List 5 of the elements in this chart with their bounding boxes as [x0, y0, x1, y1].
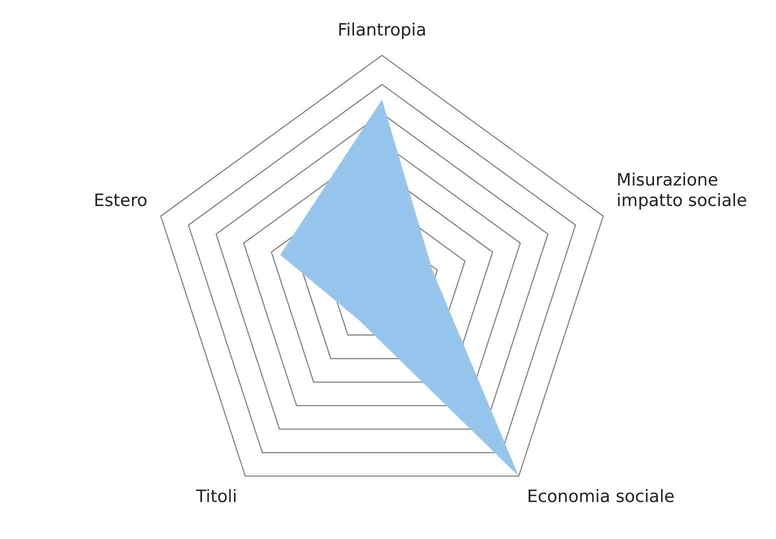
- spoke-label: Economia sociale: [526, 487, 675, 508]
- spoke-label: Filantropia: [338, 20, 426, 41]
- spoke-label: Estero: [94, 191, 148, 212]
- spoke-label: Titoli: [194, 487, 238, 508]
- spoke-label: Misurazione impatto sociale: [616, 170, 748, 212]
